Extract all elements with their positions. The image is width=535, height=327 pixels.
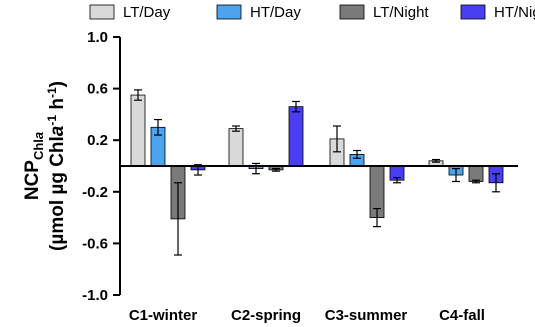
bar <box>468 165 484 182</box>
bar <box>130 94 146 167</box>
x-category-label: C4-fall <box>439 307 485 324</box>
legend-swatch <box>89 4 115 20</box>
legend: LT/Day HT/Day LT/Night HT/Night <box>89 4 535 21</box>
bar <box>288 106 304 167</box>
y-tick-label: -0.2 <box>82 184 108 201</box>
ylabel-sup1: -1 <box>45 115 59 126</box>
y-tick-label: -1.0 <box>82 287 108 304</box>
legend-label: HT/Day <box>250 4 301 21</box>
bar <box>228 128 244 167</box>
bar-group <box>130 89 504 256</box>
y-tick-label: 1.0 <box>87 29 108 46</box>
x-category-labels: C1-winter C2-spring C3-summer C4-fall <box>129 307 485 324</box>
ylabel-unit-end: ) <box>47 81 68 87</box>
y-tick-label: 0.2 <box>87 132 108 149</box>
ylabel-unit-mid: h <box>47 98 68 115</box>
y-axis-title: NCPChla (µmol µg Chla-1 h-1) <box>22 81 68 251</box>
ylabel-sub: Chl <box>31 139 46 160</box>
ylabel-sup2: -1 <box>45 87 59 98</box>
x-category-label: C3-summer <box>325 307 408 324</box>
y-tick-label: 0.6 <box>87 81 108 98</box>
axes <box>119 37 518 295</box>
ylabel-main: NCP <box>22 160 43 200</box>
x-category-label: C1-winter <box>129 307 198 324</box>
ylabel-sub-italic: a <box>31 132 46 139</box>
legend-swatch <box>339 4 365 20</box>
ylabel-unit-italic: a <box>47 125 68 136</box>
y-axis-title-line2: (µmol µg Chla-1 h-1) <box>45 81 68 251</box>
legend-swatch <box>216 4 242 20</box>
x-category-label: C2-spring <box>231 307 301 324</box>
legend-label: HT/Night <box>494 4 535 21</box>
legend-swatch <box>460 4 486 20</box>
y-ticks: 1.0 0.6 0.2 -0.2 -0.6 -1.0 <box>82 29 120 304</box>
y-axis-title-line1: NCPChla <box>22 132 46 200</box>
y-tick-label: -0.6 <box>82 235 108 252</box>
ylabel-unit-prefix: (µmol µg Chl <box>47 136 68 251</box>
legend-label: LT/Day <box>123 4 171 21</box>
legend-label: LT/Night <box>373 4 429 21</box>
